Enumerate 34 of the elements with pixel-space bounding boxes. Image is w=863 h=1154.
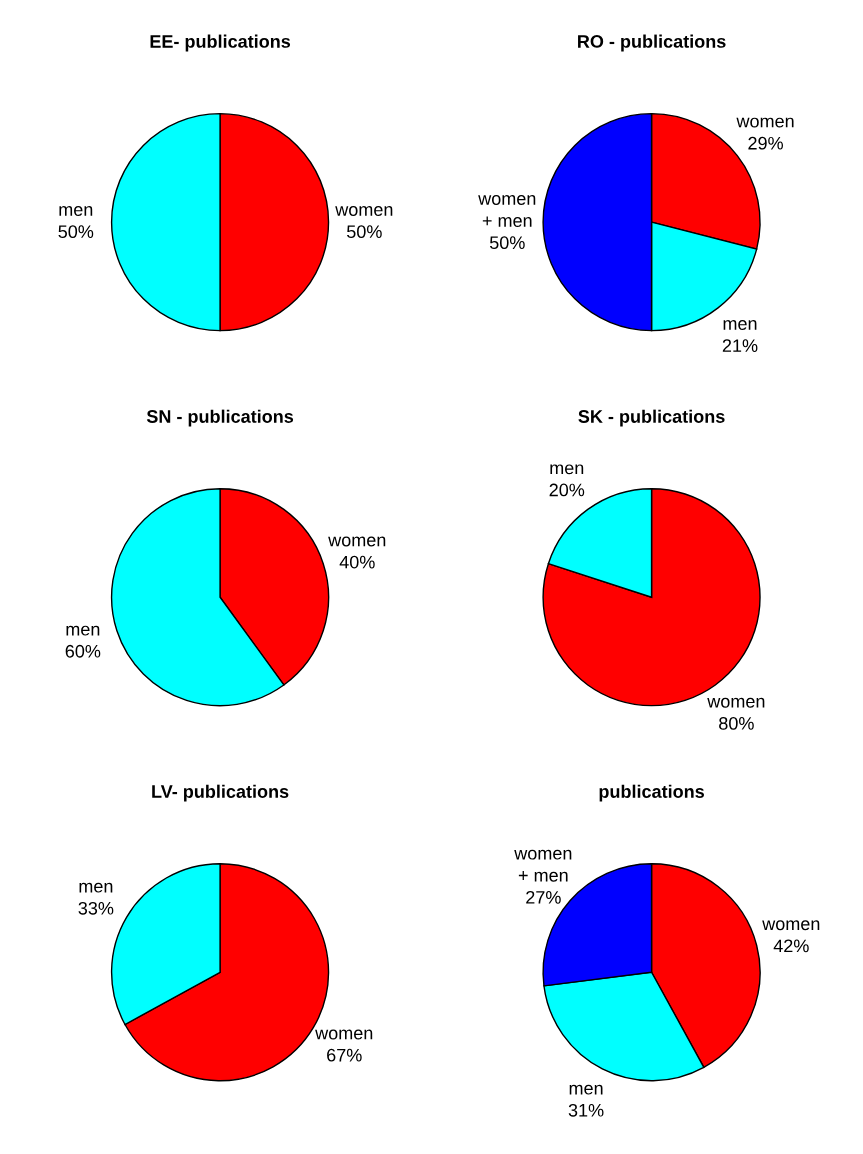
chart-title: publications [599,784,704,802]
data-label: 27% [526,890,561,904]
slice-label: women [736,117,794,128]
data-label: 60% [65,644,101,658]
chart-title: EE- publications [150,34,291,52]
data-label: 67% [327,1048,362,1062]
data-label: 42% [773,939,809,953]
slice-label: women [707,697,765,708]
slice-label: men [59,206,93,216]
data-label: 33% [78,901,114,915]
slice-label: men [79,882,113,893]
slice-label: men [569,1084,603,1095]
slice-label: women [335,206,393,216]
data-label: 50% [489,236,525,250]
data-label: 20% [549,483,585,497]
data-label: 50% [346,225,382,239]
data-label: 80% [719,717,754,730]
slice-label: men [66,625,100,636]
slice-label: men [723,320,757,330]
slice-label: women + men [478,195,536,227]
data-label: 50% [58,225,94,239]
data-label: 29% [748,136,783,150]
slice-label: women [762,920,820,931]
slice-label: women [328,536,386,547]
chart-title: SN - publications [146,409,294,427]
data-label: 40% [339,555,375,569]
slice-label: women [315,1029,373,1040]
chart-title: RO - publications [578,34,726,52]
slice-label: women + men [514,849,572,882]
slice-label: men [550,464,584,475]
chart-title: LV- publications [152,784,289,802]
data-label: 31% [568,1103,604,1117]
data-label: 21% [722,339,758,352]
chart-title: SK - publications [578,409,725,427]
